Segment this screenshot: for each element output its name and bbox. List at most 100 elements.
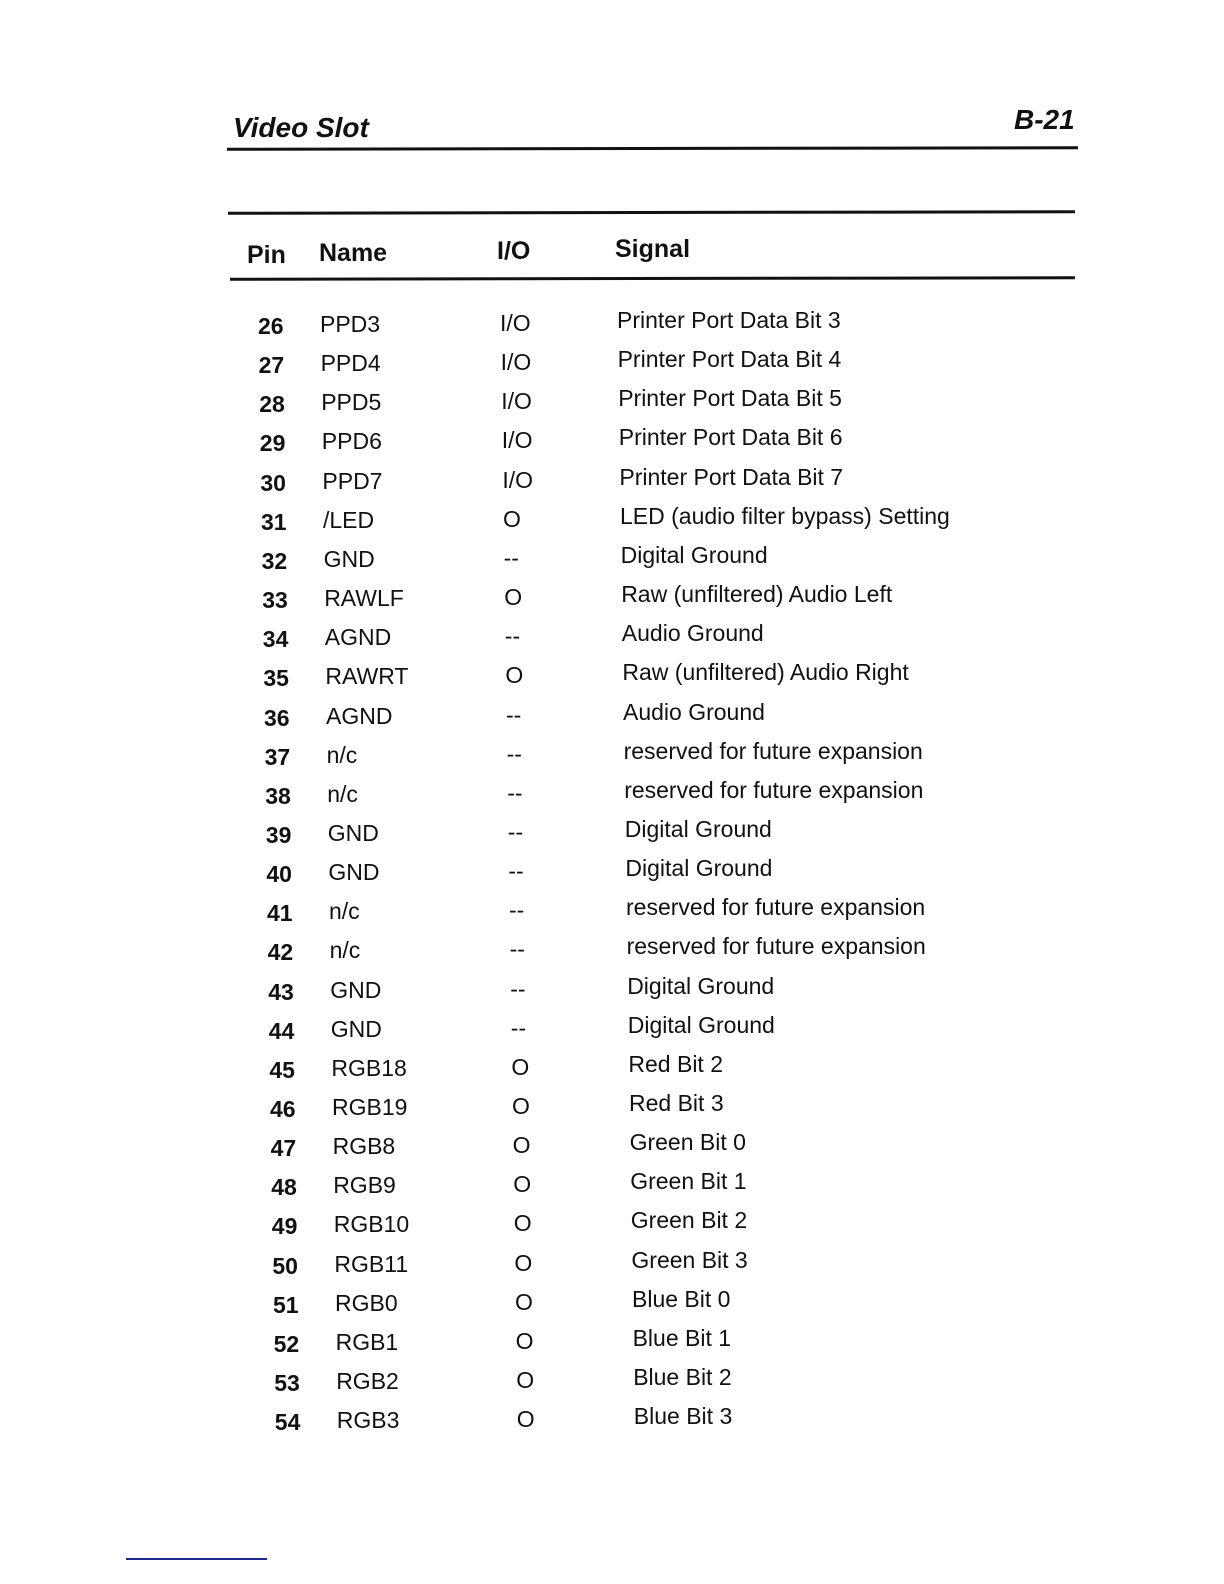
name-cell: n/c: [326, 741, 358, 768]
pin-cell: 46: [270, 1096, 296, 1122]
name-cell: RAWLF: [324, 585, 404, 612]
io-cell: --: [503, 544, 519, 571]
name-cell: RGB1: [335, 1328, 399, 1355]
name-cell: RGB9: [333, 1172, 396, 1199]
name-cell: PPD3: [320, 311, 381, 337]
name-cell: PPD4: [320, 350, 381, 377]
name-cell: GND: [328, 859, 380, 886]
signal-cell: reserved for future expansion: [624, 776, 924, 803]
pin-cell: 49: [271, 1213, 298, 1240]
signal-cell: Green Bit 3: [631, 1246, 748, 1273]
name-cell: RAWRT: [325, 663, 409, 690]
io-cell: --: [509, 897, 525, 924]
signal-cell: reserved for future expansion: [623, 737, 923, 764]
signal-cell: Printer Port Data Bit 7: [619, 463, 844, 490]
name-cell: RGB11: [334, 1250, 409, 1277]
io-cell: --: [504, 623, 521, 650]
column-header-pin: Pin: [247, 241, 286, 269]
pin-cell: 37: [264, 743, 291, 770]
pin-cell: 26: [258, 313, 284, 339]
name-cell: RGB2: [336, 1368, 399, 1395]
signal-cell: Digital Ground: [624, 815, 772, 842]
name-cell: GND: [330, 1015, 382, 1042]
table-header-rule: [229, 276, 1076, 281]
pin-cell: 34: [262, 626, 289, 653]
name-cell: RGB19: [332, 1094, 408, 1120]
io-cell: O: [515, 1327, 534, 1354]
io-cell: --: [510, 975, 526, 1002]
name-cell: RGB3: [336, 1407, 400, 1434]
signal-cell: Green Bit 2: [630, 1207, 748, 1234]
io-cell: --: [509, 936, 525, 963]
pin-cell: 42: [267, 939, 294, 966]
pin-cell: 45: [269, 1056, 295, 1083]
signal-cell: Digital Ground: [620, 541, 768, 568]
io-cell: O: [505, 662, 524, 689]
pin-cell: 43: [268, 978, 294, 1005]
io-cell: I/O: [500, 349, 532, 376]
pin-cell: 48: [271, 1174, 297, 1201]
pin-cell: 38: [265, 782, 291, 809]
signal-cell: Red Bit 2: [628, 1050, 723, 1077]
name-cell: /LED: [323, 506, 375, 533]
pin-cell: 54: [274, 1409, 301, 1436]
signal-cell: Green Bit 1: [630, 1168, 747, 1195]
signal-cell: Blue Bit 0: [632, 1285, 731, 1312]
pin-cell: 40: [266, 861, 292, 888]
name-cell: GND: [327, 819, 379, 846]
signal-cell: Green Bit 0: [629, 1129, 746, 1156]
pin-cell: 53: [274, 1370, 300, 1397]
name-cell: AGND: [324, 624, 392, 651]
name-cell: n/c: [329, 898, 360, 925]
name-cell: RGB18: [331, 1054, 407, 1081]
io-cell: --: [510, 1014, 527, 1041]
pin-cell: 51: [273, 1291, 299, 1318]
column-header-io: I/O: [497, 237, 531, 265]
pin-cell: 47: [270, 1135, 297, 1162]
io-cell: I/O: [501, 427, 533, 454]
name-cell: AGND: [326, 702, 393, 729]
io-cell: O: [516, 1367, 535, 1394]
io-cell: O: [516, 1406, 535, 1433]
signal-cell: Blue Bit 2: [633, 1364, 732, 1391]
pin-cell: 52: [273, 1330, 300, 1357]
signal-cell: Digital Ground: [625, 855, 773, 882]
io-cell: --: [506, 740, 522, 767]
name-cell: RGB0: [335, 1289, 398, 1316]
signal-cell: Blue Bit 3: [633, 1403, 733, 1430]
io-cell: O: [514, 1249, 533, 1276]
signal-cell: Raw (unfiltered) Audio Left: [621, 581, 893, 608]
signal-cell: Red Bit 3: [629, 1090, 724, 1116]
name-cell: GND: [330, 976, 382, 1003]
name-cell: PPD6: [321, 428, 382, 455]
signal-cell: Digital Ground: [627, 1011, 775, 1038]
io-cell: O: [512, 1093, 530, 1119]
pin-cell: 29: [259, 430, 286, 457]
pin-cell: 44: [268, 1017, 295, 1044]
pin-cell: 27: [258, 352, 285, 379]
pin-cell: 32: [261, 547, 288, 574]
signal-cell: Audio Ground: [621, 620, 764, 647]
io-cell: --: [507, 779, 523, 806]
name-cell: RGB8: [332, 1133, 396, 1160]
signal-cell: Printer Port Data Bit 5: [618, 385, 842, 412]
footer-line: [126, 1558, 267, 1560]
name-cell: GND: [323, 545, 375, 572]
io-cell: O: [513, 1171, 532, 1198]
pin-cell: 50: [272, 1252, 298, 1279]
signal-cell: reserved for future expansion: [626, 894, 926, 921]
io-cell: I/O: [500, 310, 531, 336]
pin-cell: 33: [262, 587, 288, 614]
name-cell: PPD5: [321, 389, 382, 416]
signal-cell: Audio Ground: [623, 698, 765, 725]
signal-cell: LED (audio filter bypass) Setting: [620, 502, 950, 529]
column-header-name: Name: [319, 239, 388, 267]
signal-cell: Printer Port Data Bit 6: [618, 424, 843, 451]
io-cell: O: [513, 1210, 532, 1237]
signal-cell: Raw (unfiltered) Audio Right: [622, 659, 909, 686]
io-cell: I/O: [502, 466, 534, 493]
pin-cell: 39: [265, 821, 292, 848]
io-cell: O: [504, 584, 523, 611]
io-cell: O: [503, 505, 521, 532]
pin-cell: 41: [267, 900, 293, 927]
